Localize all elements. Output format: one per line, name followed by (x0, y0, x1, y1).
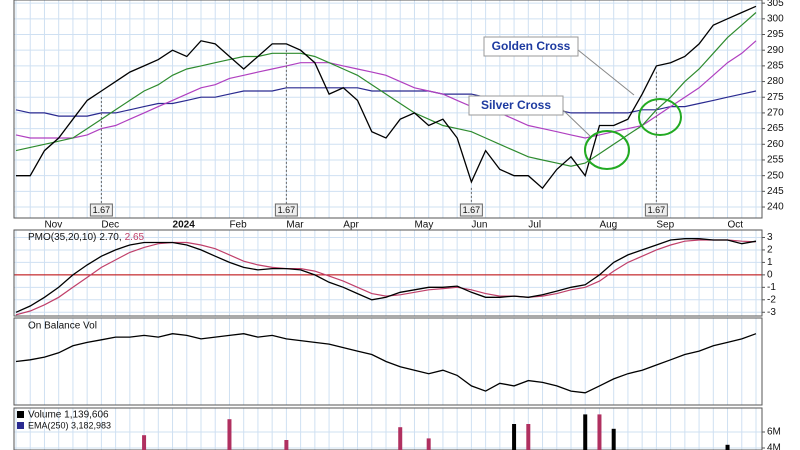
y-tick-label: 2 (767, 245, 773, 256)
legend-swatch (17, 411, 24, 418)
volume-bar (227, 419, 232, 450)
panel-frame (13, 317, 763, 406)
panel-frame (13, 229, 763, 317)
x-tick-label: Jul (528, 220, 541, 231)
y-tick-label: -2 (767, 294, 776, 305)
y-tick-label: 280 (767, 76, 784, 87)
signal-value: 2.65 (125, 232, 145, 243)
annotation-box (483, 36, 579, 57)
marker-label: 1.67 (463, 205, 481, 215)
highlight-circle (584, 130, 630, 170)
y-tick-label: 6M (767, 427, 781, 438)
volume-bar (512, 424, 517, 450)
y-tick-label: 295 (767, 29, 784, 40)
y-tick-label: 260 (767, 139, 784, 150)
marker-label: 1.67 (648, 205, 666, 215)
series-line (15, 40, 757, 139)
x-tick-label: Apr (343, 220, 359, 231)
series-line (15, 239, 757, 316)
volume-bar (284, 440, 289, 450)
y-tick-label: 245 (767, 186, 784, 197)
pmo-value: 2.70, (99, 232, 121, 243)
series-line (15, 12, 757, 167)
volume-bar (426, 438, 431, 450)
y-tick-label: 300 (767, 13, 784, 24)
volume-bar (142, 435, 147, 450)
marker-box (459, 203, 483, 217)
annotation: Golden Cross (492, 39, 571, 53)
highlight-circle (638, 98, 682, 136)
marker-label: 1.67 (93, 205, 111, 215)
y-tick-label: 4M (767, 443, 781, 450)
y-tick-label: 270 (767, 108, 784, 119)
x-tick-label: Feb (229, 220, 247, 231)
volume-bar (611, 428, 616, 450)
x-tick-label: May (414, 220, 433, 231)
volume-bar (526, 424, 531, 450)
x-tick-label: Oct (728, 220, 744, 231)
x-tick-label: Jun (471, 220, 487, 231)
x-tick-label: Dec (101, 220, 119, 231)
annotation: Silver Cross (481, 98, 551, 112)
marker-box (644, 203, 668, 217)
indicator-name: PMO(35,20,10) (28, 232, 96, 243)
volume-bar (597, 414, 602, 450)
y-tick-label: 3 (767, 232, 773, 243)
y-tick-label: 305 (767, 0, 784, 9)
x-tick-label: Sep (656, 220, 674, 231)
marker-box (274, 203, 298, 217)
x-tick-label: 2024 (173, 220, 196, 231)
y-tick-label: 275 (767, 92, 784, 103)
series-line (15, 238, 757, 313)
panel-title: Volume 1,139,606 (28, 410, 109, 421)
y-tick-label: 250 (767, 170, 784, 181)
annotation-arrow (577, 49, 635, 96)
y-tick-label: -3 (767, 307, 776, 318)
y-tick-label: 1 (767, 257, 773, 268)
annotation-arrow (562, 109, 591, 137)
annotation-box (468, 95, 564, 116)
y-tick-label: 0 (767, 270, 773, 281)
x-tick-label: Nov (44, 220, 62, 231)
panel-subtitle: EMA(250) 3,182,983 (28, 420, 111, 430)
series-line (16, 5, 757, 190)
x-tick-label: Aug (599, 220, 617, 231)
y-tick-label: -1 (767, 282, 776, 293)
panel-frame (13, 0, 763, 219)
marker-box (89, 203, 113, 217)
y-tick-label: 240 (767, 202, 784, 213)
volume-bar (398, 427, 403, 450)
volume-bar (583, 414, 588, 450)
marker-label: 1.67 (278, 205, 296, 215)
volume-bar (725, 444, 730, 450)
panel-frame (13, 407, 763, 450)
y-tick-label: 285 (767, 61, 784, 72)
x-tick-label: Mar (286, 220, 304, 231)
y-tick-label: 290 (767, 45, 784, 56)
y-tick-label: 265 (767, 123, 784, 134)
legend-swatch (17, 422, 24, 429)
panel-title: On Balance Vol (28, 321, 97, 332)
series-line (15, 333, 757, 394)
y-tick-label: 255 (767, 155, 784, 166)
panel-title: PMO(35,20,10) 2.70, 2.65 (28, 232, 145, 243)
